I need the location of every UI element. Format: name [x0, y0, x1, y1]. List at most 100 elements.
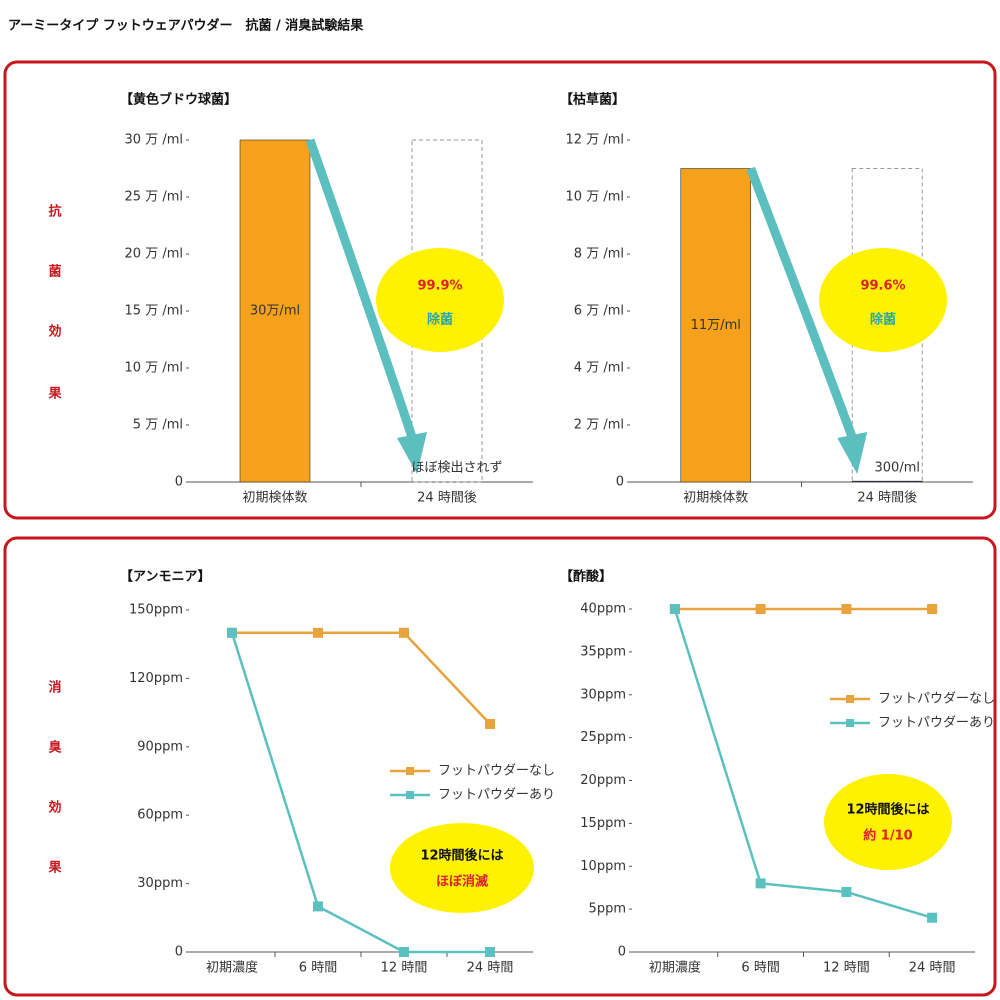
callout-text: 除菌: [870, 312, 896, 328]
y-tick-label: 20 万 /ml: [125, 247, 183, 262]
y-tick-label: 2 万 /ml: [574, 418, 624, 433]
callout-value: 約 1/10: [863, 828, 912, 844]
y-tick-label: 10 万 /ml: [125, 361, 183, 376]
y-tick-label: 5ppm: [589, 902, 626, 917]
chart-title: 【黄色ブドウ球菌】: [120, 92, 237, 108]
callout-value: 99.9%: [417, 279, 462, 294]
y-tick-label: 25 万 /ml: [125, 190, 183, 205]
point: [755, 604, 766, 614]
x-tick-label: 初期検体数: [683, 491, 748, 506]
y-tick-label: 35ppm: [580, 644, 626, 659]
chart-title: 【酢酸】: [560, 569, 612, 585]
section-label: 抗 菌 効 果 消 臭 効 果: [47, 204, 61, 876]
y-tick-label: 0: [175, 475, 183, 490]
y-tick-label: 15ppm: [580, 816, 626, 831]
callout-value: 99.6%: [860, 279, 905, 294]
x-tick-label: 12 時間: [381, 961, 428, 976]
point: [227, 627, 237, 638]
callout-value: ほぼ消滅: [436, 874, 488, 890]
callout: [824, 774, 952, 870]
point: [841, 886, 852, 897]
point: [485, 947, 495, 957]
y-tick-label: 15 万 /ml: [125, 304, 183, 319]
x-tick-label: 24 時間: [909, 961, 956, 976]
section-char: 果: [47, 861, 61, 876]
y-tick-label: 120ppm: [129, 671, 183, 686]
page-title: アーミータイプ フットウェアパウダー 抗菌 / 消臭試験結果: [8, 18, 363, 34]
y-tick-label: 4 万 /ml: [574, 361, 624, 376]
bar: [680, 168, 752, 483]
point: [927, 604, 938, 614]
y-tick-label: 40ppm: [580, 602, 626, 617]
y-tick-label: 60ppm: [137, 808, 183, 823]
point: [755, 878, 766, 889]
point: [313, 627, 323, 638]
arrow: [305, 138, 418, 442]
x-tick-label: 24 時間後: [857, 491, 917, 506]
y-tick-label: 10ppm: [580, 859, 626, 874]
section-char: 抗: [48, 204, 61, 220]
point: [485, 719, 495, 729]
callout: [390, 823, 534, 913]
y-tick-label: 6 万 /ml: [574, 304, 624, 319]
bar: [239, 139, 311, 483]
y-tick-label: 0: [618, 945, 626, 960]
y-tick-label: 30 万 /ml: [125, 133, 183, 148]
point: [399, 947, 409, 957]
callout: [819, 248, 947, 352]
point: [669, 604, 680, 614]
callout-text: 12時間後には: [846, 802, 929, 818]
legend-marker: [406, 767, 414, 775]
x-tick-label: 6 時間: [299, 961, 337, 976]
value-label: 300/ml: [875, 461, 920, 476]
chart-title: 【枯草菌】: [560, 92, 625, 108]
y-tick-label: 5 万 /ml: [133, 418, 183, 433]
arrow-head: [837, 432, 868, 474]
x-tick-label: 初期濃度: [206, 960, 258, 976]
x-tick-label: 12 時間: [823, 961, 870, 976]
section-frame: [3, 60, 997, 520]
x-tick-label: 初期検体数: [242, 491, 307, 506]
section-char: 臭: [48, 740, 61, 756]
value-label: ほぼ検出されず: [411, 461, 502, 476]
y-tick-label: 0: [616, 475, 624, 490]
legend-label: フットパウダーなし: [438, 764, 555, 779]
y-tick-label: 150ppm: [129, 603, 183, 618]
section-char: 消: [48, 680, 61, 696]
y-tick-label: 30ppm: [137, 876, 183, 891]
point: [313, 901, 323, 912]
callout-text: 12時間後には: [420, 848, 503, 864]
y-tick-label: 90ppm: [137, 739, 183, 754]
y-tick-label: 30ppm: [580, 687, 626, 702]
series-line: [673, 608, 933, 919]
point: [399, 627, 409, 638]
legend-label: フットパウダーなし: [878, 692, 995, 707]
series-line: [232, 631, 491, 725]
arrow: [746, 166, 858, 442]
point: [841, 604, 852, 614]
legend-marker: [846, 695, 854, 703]
arrow-head: [397, 432, 427, 474]
bar: [851, 480, 923, 483]
section-char: 果: [47, 387, 61, 402]
legend-marker: [846, 719, 854, 727]
legend-marker: [406, 791, 414, 799]
y-tick-label: 0: [175, 945, 183, 960]
x-tick-label: 初期濃度: [649, 960, 701, 976]
x-tick-label: 24 時間: [467, 961, 514, 976]
y-tick-label: 10 万 /ml: [566, 190, 624, 205]
point: [927, 912, 938, 923]
section-char: 菌: [48, 264, 61, 280]
series-line: [230, 632, 490, 954]
callout-text: 除菌: [427, 312, 453, 328]
y-tick-label: 20ppm: [580, 773, 626, 788]
x-tick-label: 24 時間後: [417, 491, 477, 506]
legend-label: フットパウダーあり: [438, 788, 555, 803]
x-tick-label: 6 時間: [741, 961, 779, 976]
legend-label: フットパウダーあり: [878, 716, 995, 731]
section-char: 効: [48, 800, 61, 816]
y-tick-label: 25ppm: [580, 730, 626, 745]
section-frame: [3, 536, 997, 997]
chart-title: 【アンモニア】: [120, 569, 210, 585]
